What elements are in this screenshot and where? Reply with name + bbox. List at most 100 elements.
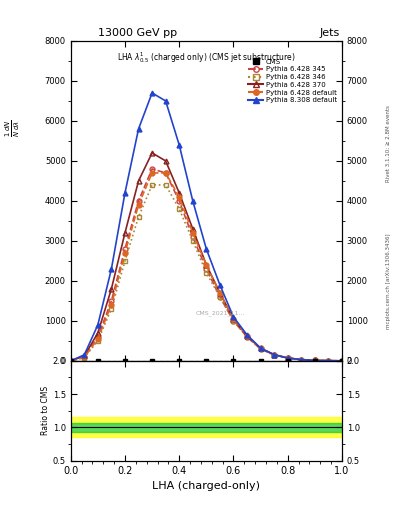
Text: Rivet 3.1.10; ≥ 2.8M events: Rivet 3.1.10; ≥ 2.8M events bbox=[386, 105, 391, 182]
Pythia 6.428 370 bbox=[136, 178, 141, 184]
Line: Pythia 6.428 346: Pythia 6.428 346 bbox=[68, 182, 344, 364]
Pythia 8.308 default bbox=[190, 198, 195, 204]
Pythia 6.428 346 bbox=[244, 334, 250, 340]
Pythia 6.428 default bbox=[82, 354, 86, 360]
Pythia 6.428 345 bbox=[258, 346, 263, 352]
Pythia 6.428 default bbox=[177, 194, 182, 200]
Pythia 6.428 default bbox=[285, 355, 290, 361]
Pythia 6.428 346 bbox=[150, 182, 154, 188]
Pythia 8.308 default bbox=[299, 356, 303, 362]
Pythia 8.308 default bbox=[285, 355, 290, 361]
Pythia 6.428 370 bbox=[218, 290, 222, 296]
Pythia 6.428 370 bbox=[204, 262, 209, 268]
Text: $\frac{1}{N}\frac{dN}{d\lambda}$: $\frac{1}{N}\frac{dN}{d\lambda}$ bbox=[4, 119, 22, 137]
Pythia 6.428 346 bbox=[231, 318, 236, 324]
Line: Pythia 6.428 370: Pythia 6.428 370 bbox=[68, 151, 344, 364]
Pythia 8.308 default bbox=[123, 190, 127, 196]
Pythia 6.428 346 bbox=[272, 352, 276, 358]
Pythia 6.428 346 bbox=[326, 357, 331, 364]
Y-axis label: Ratio to CMS: Ratio to CMS bbox=[41, 386, 50, 435]
Pythia 6.428 default bbox=[68, 358, 73, 364]
Pythia 6.428 345 bbox=[109, 298, 114, 304]
Pythia 6.428 345 bbox=[312, 357, 317, 364]
Pythia 6.428 346 bbox=[258, 346, 263, 352]
Pythia 8.308 default bbox=[231, 314, 236, 320]
Pythia 8.308 default bbox=[109, 266, 114, 272]
Pythia 6.428 345 bbox=[326, 357, 331, 364]
Pythia 8.308 default bbox=[163, 98, 168, 104]
Pythia 6.428 345 bbox=[190, 234, 195, 240]
Pythia 6.428 346 bbox=[312, 357, 317, 364]
Pythia 6.428 346 bbox=[163, 182, 168, 188]
Pythia 6.428 346 bbox=[68, 358, 73, 364]
Pythia 6.428 345 bbox=[95, 334, 100, 340]
Pythia 6.428 default bbox=[123, 250, 127, 256]
Pythia 6.428 370 bbox=[150, 150, 154, 156]
Pythia 6.428 370 bbox=[82, 353, 86, 359]
Pythia 6.428 default bbox=[95, 336, 100, 342]
Pythia 8.308 default bbox=[218, 282, 222, 288]
Pythia 6.428 370 bbox=[244, 333, 250, 339]
Bar bbox=[71, 417, 342, 423]
Pythia 6.428 346 bbox=[204, 270, 209, 276]
Text: CMS_2021_11...: CMS_2021_11... bbox=[195, 310, 244, 316]
Legend: CMS, Pythia 6.428 345, Pythia 6.428 346, Pythia 6.428 370, Pythia 6.428 default,: CMS, Pythia 6.428 345, Pythia 6.428 346,… bbox=[246, 57, 338, 104]
Pythia 6.428 345 bbox=[150, 166, 154, 172]
Pythia 6.428 346 bbox=[109, 306, 114, 312]
Pythia 6.428 345 bbox=[204, 266, 209, 272]
Pythia 6.428 346 bbox=[95, 338, 100, 344]
Pythia 8.308 default bbox=[244, 332, 250, 338]
Pythia 6.428 345 bbox=[163, 170, 168, 176]
Line: Pythia 6.428 345: Pythia 6.428 345 bbox=[68, 166, 344, 364]
Pythia 6.428 345 bbox=[177, 198, 182, 204]
Pythia 6.428 default bbox=[163, 170, 168, 176]
Pythia 6.428 370 bbox=[285, 355, 290, 361]
Pythia 6.428 345 bbox=[285, 355, 290, 361]
Pythia 6.428 370 bbox=[258, 346, 263, 352]
Pythia 6.428 370 bbox=[95, 330, 100, 336]
Text: mcplots.cern.ch [arXiv:1306.3436]: mcplots.cern.ch [arXiv:1306.3436] bbox=[386, 234, 391, 329]
Pythia 6.428 346 bbox=[123, 258, 127, 264]
Pythia 6.428 default bbox=[258, 346, 263, 352]
Pythia 6.428 346 bbox=[82, 355, 86, 361]
Pythia 8.308 default bbox=[312, 357, 317, 364]
Pythia 6.428 default bbox=[244, 333, 250, 339]
Text: LHA $\lambda^{1}_{0.5}$ (charged only) (CMS jet substructure): LHA $\lambda^{1}_{0.5}$ (charged only) (… bbox=[117, 51, 296, 66]
X-axis label: LHA (charged-only): LHA (charged-only) bbox=[152, 481, 260, 491]
Pythia 6.428 346 bbox=[177, 206, 182, 212]
Pythia 6.428 345 bbox=[218, 294, 222, 300]
Pythia 6.428 370 bbox=[326, 357, 331, 364]
Pythia 8.308 default bbox=[68, 358, 73, 364]
Pythia 6.428 370 bbox=[177, 190, 182, 196]
Pythia 8.308 default bbox=[150, 90, 154, 96]
Pythia 6.428 370 bbox=[299, 356, 303, 362]
Pythia 6.428 345 bbox=[340, 358, 344, 364]
Pythia 6.428 default bbox=[272, 352, 276, 358]
Pythia 6.428 370 bbox=[68, 358, 73, 364]
Pythia 8.308 default bbox=[82, 352, 86, 358]
Pythia 6.428 345 bbox=[299, 356, 303, 362]
Pythia 6.428 345 bbox=[231, 318, 236, 324]
Pythia 6.428 346 bbox=[136, 214, 141, 220]
Pythia 6.428 default bbox=[204, 262, 209, 268]
Pythia 6.428 default bbox=[326, 357, 331, 364]
Text: Jets: Jets bbox=[320, 28, 340, 38]
Pythia 6.428 345 bbox=[136, 198, 141, 204]
Pythia 8.308 default bbox=[272, 352, 276, 358]
Pythia 8.308 default bbox=[340, 358, 344, 364]
Pythia 6.428 346 bbox=[299, 357, 303, 363]
Pythia 6.428 345 bbox=[244, 334, 250, 340]
Pythia 6.428 370 bbox=[340, 358, 344, 364]
Pythia 6.428 370 bbox=[312, 357, 317, 364]
Pythia 6.428 370 bbox=[190, 226, 195, 232]
Pythia 6.428 346 bbox=[190, 238, 195, 244]
Line: Pythia 6.428 default: Pythia 6.428 default bbox=[68, 170, 344, 364]
Pythia 8.308 default bbox=[95, 322, 100, 328]
Pythia 6.428 370 bbox=[109, 286, 114, 292]
Pythia 6.428 default bbox=[231, 316, 236, 322]
Pythia 6.428 370 bbox=[272, 352, 276, 358]
Line: Pythia 8.308 default: Pythia 8.308 default bbox=[68, 91, 344, 364]
Pythia 6.428 345 bbox=[82, 354, 86, 360]
Pythia 6.428 346 bbox=[285, 355, 290, 361]
Pythia 8.308 default bbox=[204, 246, 209, 252]
